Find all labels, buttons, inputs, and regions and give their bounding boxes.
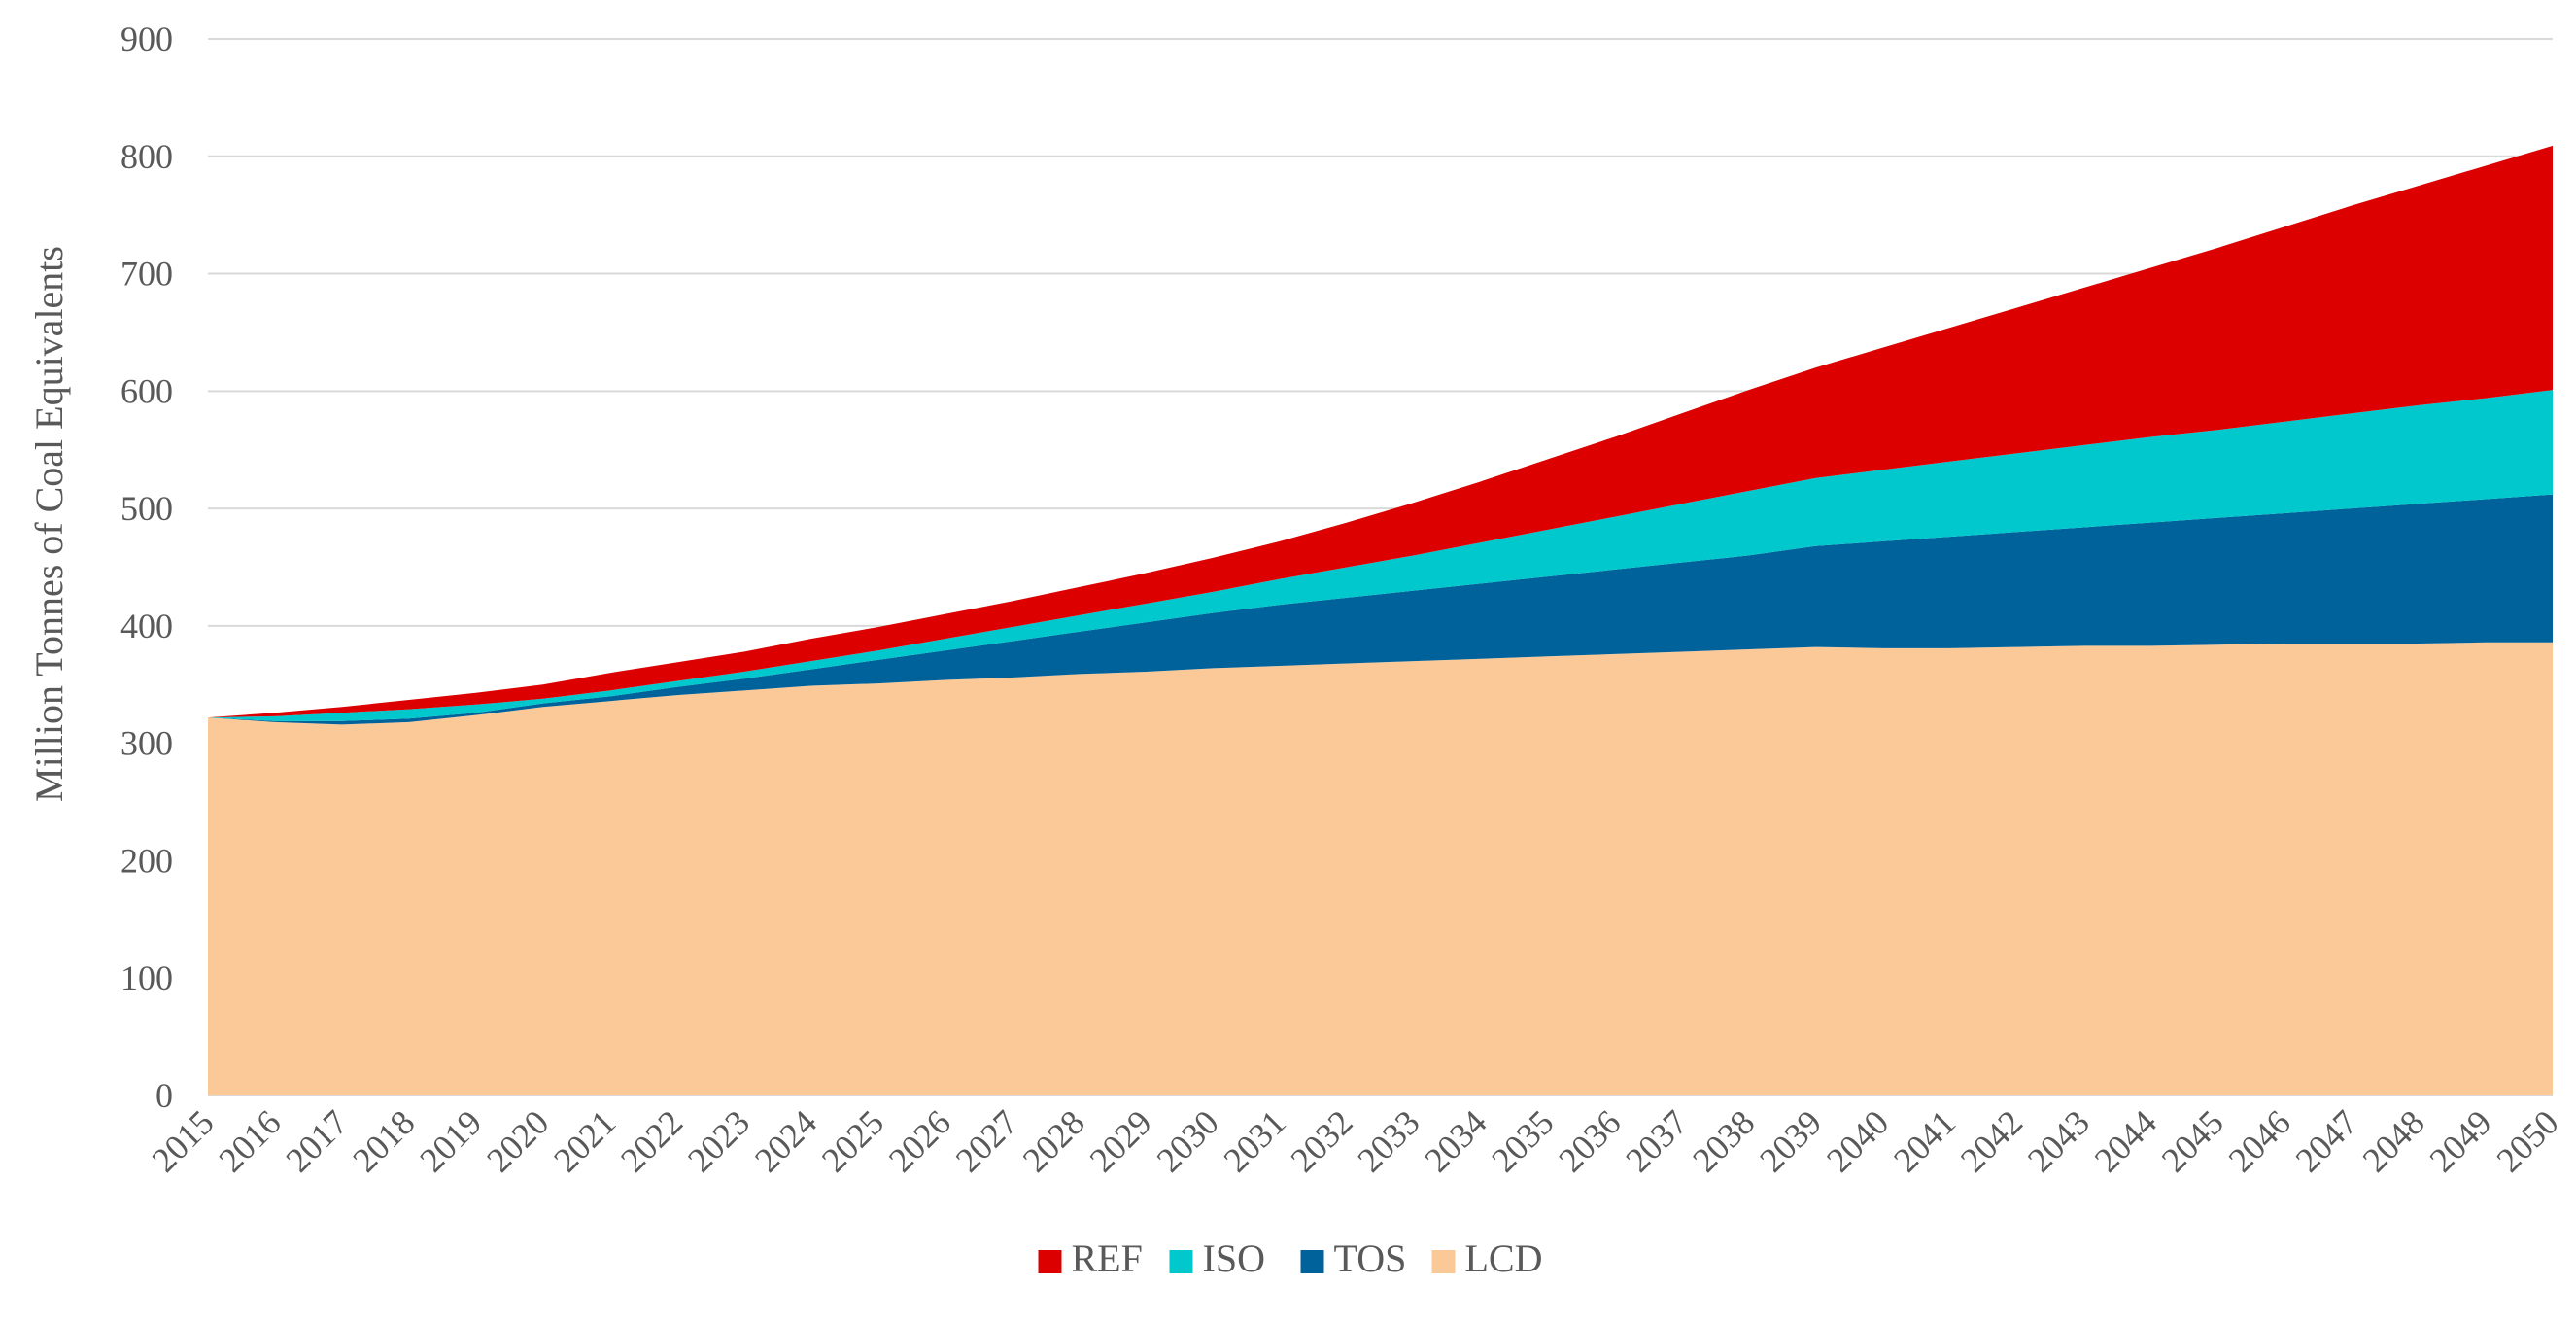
x-tick-label-2019: 2019 <box>412 1102 489 1179</box>
x-tick-labels: 2015201620172018201920202021202220232024… <box>144 1102 2565 1179</box>
legend: REF ISO TOS LCD <box>1038 1236 1543 1280</box>
legend-swatch-lcd <box>1431 1250 1456 1273</box>
y-tick-label-100: 100 <box>120 958 173 997</box>
y-tick-label-200: 200 <box>120 841 173 880</box>
y-tick-label-0: 0 <box>155 1076 173 1115</box>
x-tick-label-2022: 2022 <box>613 1102 690 1179</box>
x-tick-label-2023: 2023 <box>680 1102 757 1179</box>
x-tick-label-2025: 2025 <box>814 1102 891 1179</box>
x-tick-label-2021: 2021 <box>546 1102 623 1179</box>
x-tick-label-2050: 2050 <box>2489 1102 2565 1179</box>
x-tick-label-2030: 2030 <box>1150 1102 1226 1179</box>
legend-item-ref: REF <box>1038 1236 1143 1280</box>
x-tick-label-2048: 2048 <box>2355 1102 2432 1179</box>
legend-label-tos: TOS <box>1334 1236 1407 1280</box>
y-tick-labels: 0 100 200 300 400 500 600 700 800 900 <box>120 19 173 1115</box>
legend-label-iso: ISO <box>1203 1236 1265 1280</box>
x-tick-label-2036: 2036 <box>1551 1102 1628 1179</box>
x-tick-label-2041: 2041 <box>1886 1102 1963 1179</box>
legend-label-ref: REF <box>1072 1236 1143 1280</box>
legend-item-lcd: LCD <box>1431 1236 1543 1280</box>
x-tick-label-2049: 2049 <box>2422 1102 2499 1179</box>
x-tick-label-2037: 2037 <box>1618 1102 1695 1179</box>
area-ref <box>208 145 2553 718</box>
x-tick-label-2040: 2040 <box>1819 1102 1896 1179</box>
x-tick-label-2045: 2045 <box>2154 1102 2231 1179</box>
x-tick-label-2038: 2038 <box>1685 1102 1762 1179</box>
x-tick-label-2033: 2033 <box>1350 1102 1426 1179</box>
y-tick-label-700: 700 <box>120 255 173 294</box>
area-lcd <box>208 642 2553 1096</box>
x-tick-label-2027: 2027 <box>948 1102 1025 1179</box>
legend-item-tos: TOS <box>1300 1236 1407 1280</box>
x-tick-label-2035: 2035 <box>1484 1102 1561 1179</box>
legend-swatch-ref <box>1038 1250 1062 1273</box>
y-tick-label-600: 600 <box>120 371 173 410</box>
y-tick-label-500: 500 <box>120 489 173 528</box>
y-tick-label-300: 300 <box>120 724 173 763</box>
x-tick-label-2029: 2029 <box>1082 1102 1159 1179</box>
x-tick-label-2032: 2032 <box>1283 1102 1359 1179</box>
x-tick-label-2016: 2016 <box>211 1102 288 1179</box>
x-tick-label-2034: 2034 <box>1417 1102 1494 1179</box>
x-tick-label-2017: 2017 <box>278 1102 355 1179</box>
x-tick-label-2044: 2044 <box>2087 1102 2164 1179</box>
x-tick-label-2028: 2028 <box>1015 1102 1092 1179</box>
area-iso <box>208 390 2553 721</box>
x-tick-label-2031: 2031 <box>1217 1102 1293 1179</box>
y-tick-label-900: 900 <box>120 19 173 58</box>
x-tick-label-2018: 2018 <box>345 1102 422 1179</box>
x-tick-label-2046: 2046 <box>2221 1102 2298 1179</box>
legend-swatch-iso <box>1169 1250 1193 1273</box>
y-axis-title: Million Tonnes of Coal Equivalents <box>27 246 71 802</box>
legend-item-iso: ISO <box>1169 1236 1265 1280</box>
x-tick-label-2047: 2047 <box>2288 1102 2365 1179</box>
legend-label-lcd: LCD <box>1465 1236 1543 1280</box>
x-tick-label-2043: 2043 <box>2020 1102 2097 1179</box>
legend-swatch-tos <box>1300 1250 1324 1273</box>
area-tos <box>208 494 2553 725</box>
area-series <box>208 145 2553 1096</box>
x-tick-label-2020: 2020 <box>479 1102 556 1179</box>
x-tick-label-2026: 2026 <box>881 1102 958 1179</box>
x-tick-label-2039: 2039 <box>1752 1102 1829 1179</box>
y-tick-label-800: 800 <box>120 137 173 176</box>
x-tick-label-2024: 2024 <box>747 1102 824 1179</box>
x-tick-label-2042: 2042 <box>1953 1102 2030 1179</box>
y-tick-label-400: 400 <box>120 607 173 645</box>
